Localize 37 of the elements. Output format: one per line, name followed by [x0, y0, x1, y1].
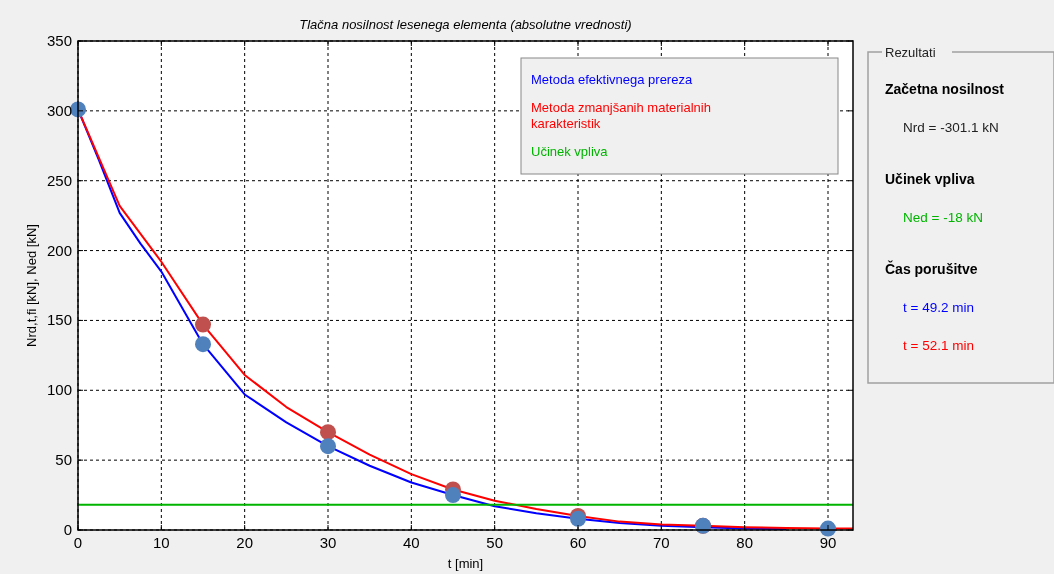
text: t = 49.2 min: [903, 300, 974, 315]
x-tick-label: 70: [652, 534, 670, 551]
x-tick-label: 10: [152, 534, 170, 551]
point: [445, 487, 461, 504]
x-tick-label: 80: [736, 534, 754, 551]
x-tick-label: 30: [319, 534, 337, 551]
text: t = 52.1 min: [903, 338, 974, 353]
y-axis-title: Nrd,t,fi [kN], Ned [kN]: [24, 224, 39, 347]
x-tick-label: 20: [236, 534, 254, 551]
point: [320, 438, 336, 455]
y-tick-label: 300: [46, 101, 72, 119]
x-tick-label: 90: [819, 534, 837, 551]
x-tick-label: 0: [73, 534, 83, 551]
point: [195, 336, 211, 353]
x-axis-title: t [min]: [447, 556, 484, 571]
y-tick-label: 0: [63, 521, 72, 538]
y-tick-label: 350: [46, 32, 72, 49]
text: Učinek vpliva: [531, 144, 609, 159]
y-tick-label: 150: [46, 311, 72, 329]
chart-title: Tlačna nosilnost lesenega elementa (absolutne vrednosti): [299, 17, 632, 32]
x-tick-label: 60: [569, 534, 587, 551]
x-tick-label: 40: [402, 534, 420, 551]
text: Metoda efektivnega prereza: [531, 72, 693, 87]
point: [195, 316, 211, 333]
y-tick-label: 50: [55, 451, 72, 469]
text: Nrd = -301.1 kN: [903, 120, 999, 135]
y-tick-label: 100: [46, 381, 72, 399]
text: Metoda zmanjšanih materialnih karakteristik: [531, 100, 711, 131]
text: Učinek vpliva: [885, 171, 975, 187]
y-tick-label: 200: [46, 241, 72, 259]
text: Začetna nosilnost: [885, 81, 1005, 97]
text: Ned = -18 kN: [903, 210, 983, 225]
text: Rezultati: [885, 45, 936, 60]
point: [320, 424, 336, 441]
x-tick-label: 50: [486, 534, 504, 551]
text: Čas porušitve: [885, 260, 978, 277]
y-tick-label: 250: [46, 171, 72, 189]
